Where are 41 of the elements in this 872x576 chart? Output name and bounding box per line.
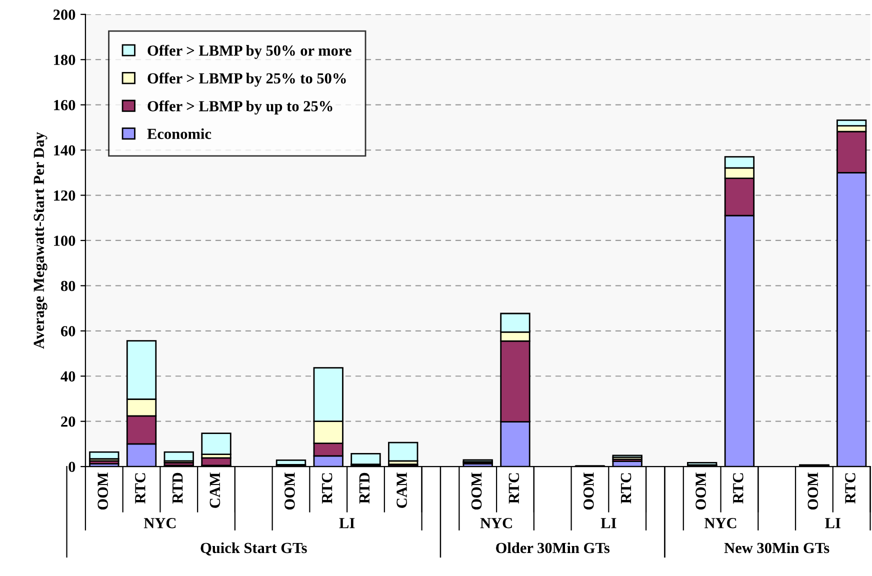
legend-label: Economic [147, 128, 212, 140]
y-axis-title: Average Megawatt-Start Per Day [34, 132, 48, 349]
text: LI [825, 518, 840, 528]
y-tick-label: 40 [60, 371, 76, 382]
x-tick-label: OOM [584, 472, 594, 510]
x-tick-label: RTC [508, 473, 520, 504]
x-tick-label: RTC [620, 473, 632, 504]
y-tick-label: 180 [54, 54, 76, 66]
x-tick-label: RTC [135, 473, 146, 504]
y-tick-label: 60 [60, 326, 76, 336]
legend-label: Offer > LBMP by 25% to 50% [148, 72, 346, 87]
legend-label: Offer > LBMP by 50% or more [148, 44, 352, 59]
x-tick-label: CAM [396, 472, 407, 508]
text: NYC [704, 518, 736, 528]
x-tick-label: OOM [284, 472, 295, 510]
text: LI [600, 518, 616, 528]
y-tick-label: 100 [54, 236, 76, 246]
x-tick-label: OOM [808, 472, 818, 510]
x-tick-label: RTD [359, 472, 370, 504]
y-tick-label: 200 [53, 10, 76, 20]
x-tick-label: RTC [845, 473, 856, 504]
x-tick-label: OOM [696, 472, 706, 510]
text: NYC [144, 518, 176, 528]
legend-label: Offer > LBMP by up to 25% [148, 100, 332, 114]
text: Quick Start GTs [200, 542, 307, 556]
x-tick-label: RTD [172, 472, 183, 504]
y-tick-label: 120 [54, 190, 76, 201]
y-tick-label: 140 [54, 145, 76, 156]
y-tick-label: 20 [61, 416, 76, 427]
x-tick-label: OOM [98, 472, 108, 510]
x-tick-label: RTC [322, 473, 332, 504]
text: LI [339, 518, 355, 528]
text: New 30Min GTs [724, 542, 830, 554]
x-tick-label: RTC [733, 473, 744, 504]
text: Older 30Min GTs [496, 542, 610, 554]
y-tick-label: 0 [68, 462, 76, 472]
x-tick-label: CAM [210, 472, 220, 508]
y-tick-label: 80 [60, 280, 76, 292]
y-tick-label: 160 [54, 100, 76, 110]
x-tick-label: OOM [471, 472, 482, 510]
text: NYC [480, 518, 512, 528]
